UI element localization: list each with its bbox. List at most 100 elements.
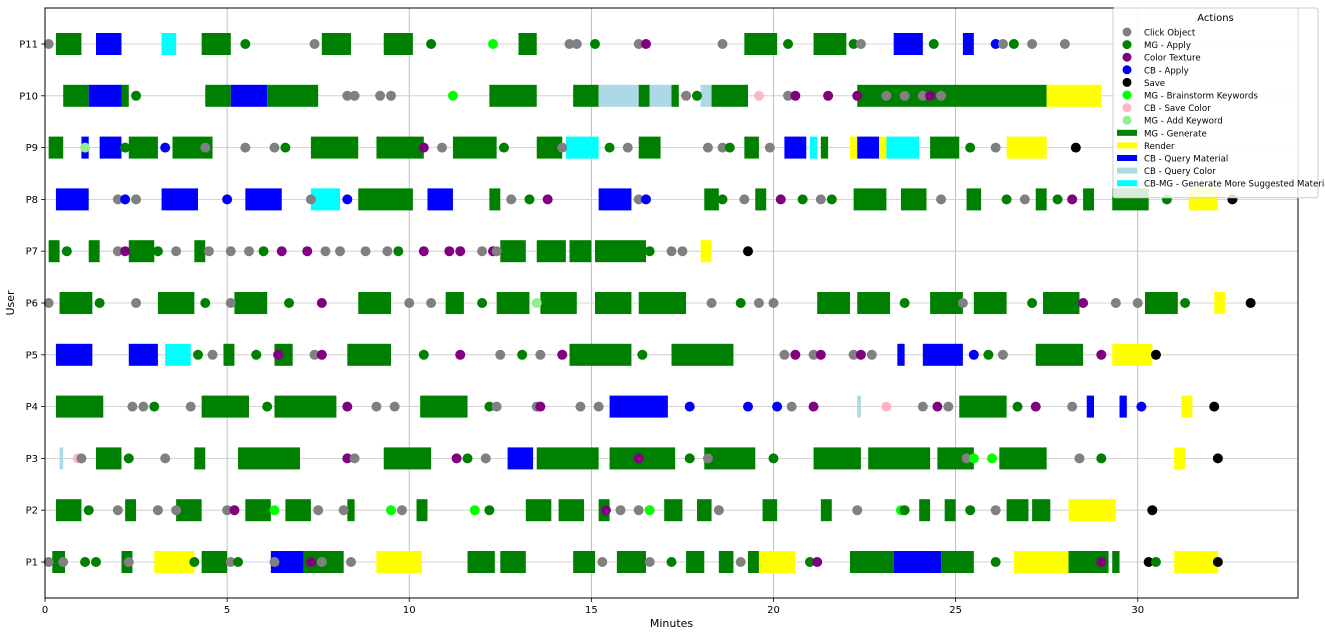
bar-generate [664, 499, 683, 522]
legend-marker-gen-more [1117, 180, 1137, 187]
legend-label-render: Render [1144, 142, 1175, 152]
bar-query-mat [897, 343, 905, 366]
event-click [881, 90, 892, 101]
event-mg-apply [1008, 39, 1019, 49]
legend-label-query-mat: CB - Query Material [1144, 155, 1228, 165]
row-p2 [55, 499, 1158, 522]
event-click [491, 401, 502, 412]
bar-gen-more [161, 33, 177, 55]
event-click [338, 505, 349, 516]
event-mg-apply [983, 349, 994, 360]
bar-generate [121, 84, 129, 107]
bar-query-mat [922, 343, 963, 366]
bar-generate [1043, 292, 1080, 314]
bar-generate [205, 84, 231, 107]
event-click [535, 349, 546, 360]
event-click [815, 194, 826, 205]
bar-generate [1112, 551, 1120, 573]
event-click [138, 401, 149, 412]
event-click [320, 246, 331, 257]
event-click [1110, 298, 1121, 308]
event-click [225, 557, 236, 567]
x-tick-label: 15 [585, 605, 598, 616]
bar-generate [999, 447, 1047, 470]
legend-box [1112, 7, 1319, 199]
bar-generate [536, 240, 566, 263]
bar-generate [849, 551, 894, 573]
event-click [313, 505, 324, 516]
event-click [243, 246, 254, 257]
y-tick-label: P1 [26, 558, 38, 569]
y-tick-label: P9 [26, 143, 38, 154]
bar-generate [55, 33, 82, 55]
bar-render [1013, 551, 1069, 573]
bar-generate [937, 447, 974, 470]
bar-generate [489, 188, 501, 211]
bar-generate [1083, 188, 1095, 211]
legend-label-add-kw: MG - Add Keyword [1144, 117, 1223, 127]
bar-generate [88, 240, 100, 263]
event-click [342, 90, 353, 101]
event-click [702, 453, 713, 464]
event-color-tex [852, 90, 863, 101]
bar-generate [900, 188, 927, 211]
event-mg-apply [233, 557, 244, 567]
bar-generate [95, 447, 122, 470]
event-click [571, 39, 582, 49]
event-color-tex [542, 194, 553, 205]
bar-generate [820, 499, 832, 522]
event-cb-apply [120, 194, 131, 205]
event-click [852, 505, 863, 516]
event-mg-apply [1052, 194, 1063, 205]
bar-render [849, 136, 858, 159]
bar-generate [267, 84, 319, 107]
event-mg-apply [131, 90, 142, 101]
bar-generate [48, 240, 60, 263]
bar-generate [744, 33, 778, 55]
event-click [622, 142, 633, 153]
event-color-tex [316, 349, 327, 360]
bar-query-mat [962, 33, 974, 55]
event-click [633, 194, 644, 205]
event-mg-apply [928, 39, 939, 49]
legend-marker-click [1122, 27, 1132, 37]
bar-generate [540, 292, 577, 314]
event-color-tex [790, 349, 801, 360]
bar-generate [857, 292, 891, 314]
legend-marker-generate [1117, 129, 1137, 136]
event-click [480, 453, 491, 464]
bar-generate [310, 136, 359, 159]
event-cb-apply [641, 194, 652, 205]
legend-marker-cb-apply [1122, 65, 1132, 75]
bar-query-col [700, 84, 712, 107]
event-save [742, 246, 753, 257]
bar-generate [718, 551, 734, 573]
event-mg-apply [735, 298, 746, 308]
row-p7 [48, 240, 753, 263]
legend-label-save-color: CB - Save Color [1144, 104, 1211, 114]
row-p1 [43, 551, 1223, 573]
event-color-tex [823, 90, 834, 101]
y-tick-label: P3 [26, 454, 38, 465]
event-click [240, 142, 251, 153]
event-click [597, 557, 608, 567]
bar-generate [467, 551, 495, 573]
event-color-tex [120, 246, 131, 257]
event-click [997, 349, 1008, 360]
bar-generate [616, 551, 647, 573]
bar-generate [285, 499, 311, 522]
bar-generate [966, 188, 982, 211]
event-click [997, 39, 1008, 49]
event-click [404, 298, 415, 308]
event-mg-apply [990, 557, 1001, 567]
event-color-tex [600, 505, 611, 516]
event-mg-apply [1150, 557, 1161, 567]
event-click [1074, 453, 1085, 464]
legend-marker-brainstorm [1122, 90, 1132, 100]
event-color-tex [1096, 349, 1107, 360]
bar-render [1068, 499, 1116, 522]
event-mg-apply [284, 298, 295, 308]
event-click [713, 505, 724, 516]
bar-gen-more [809, 136, 818, 159]
y-tick-label: P5 [26, 350, 38, 361]
